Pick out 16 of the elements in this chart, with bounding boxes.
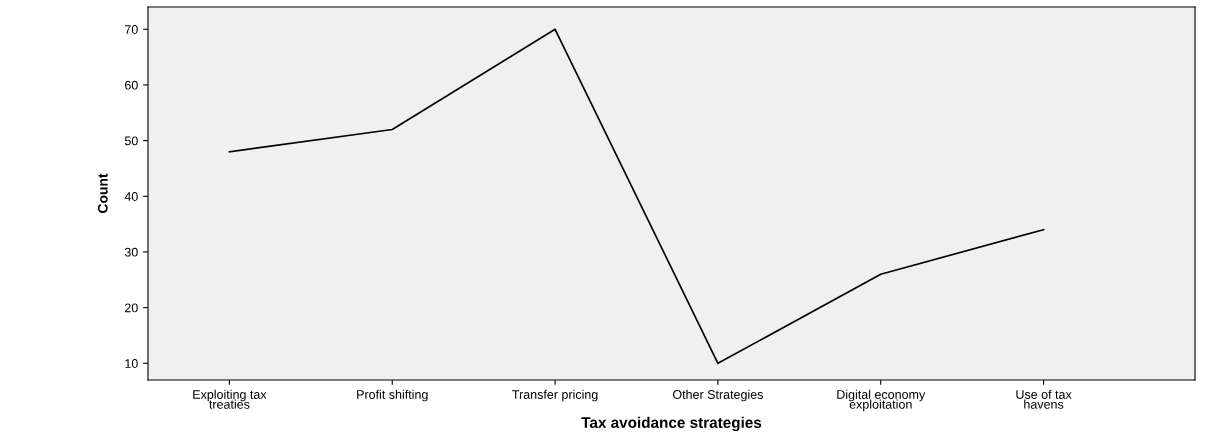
y-tick-label: 20 [125,303,138,313]
y-tick-label: 70 [125,25,138,34]
y-tick-label: 50 [124,136,138,146]
x-tick-label: Use of tax havens [1016,389,1072,409]
x-tick-label: Other Strategies [672,389,763,402]
line-series [228,28,1045,365]
x-axis-title: Tax avoidance strategies [581,416,762,432]
y-tick-label: 60 [125,80,138,90]
x-tick-label: Profit shifting [357,389,428,402]
x-tick-label: Transfer pricing [512,389,598,402]
y-tick-label: 10 [125,359,138,368]
y-tick-label: 30 [124,247,138,257]
x-tick-label: Exploiting tax treaties [193,389,267,409]
y-tick-label: 40 [124,192,138,201]
y-axis-title: Count [97,173,108,213]
x-tick-label: Digital economy exploitation [837,389,926,412]
